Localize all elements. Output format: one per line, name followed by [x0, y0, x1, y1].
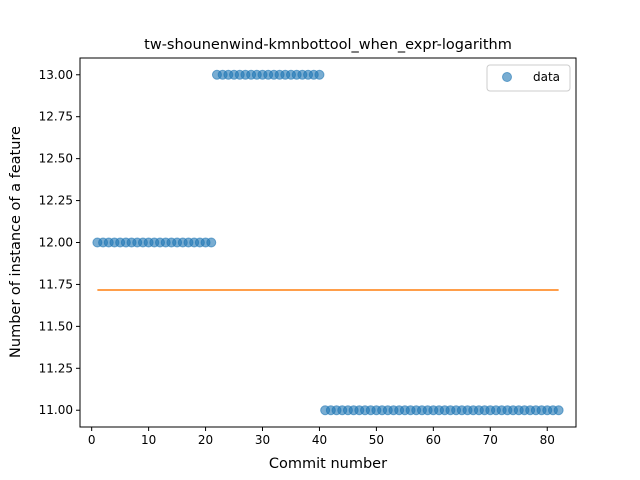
data-point [206, 237, 217, 248]
x-tick-label: 50 [369, 433, 384, 447]
data-point [553, 405, 564, 416]
legend-label-data: data [533, 70, 560, 84]
y-tick-label: 11.25 [39, 361, 73, 375]
legend: data [486, 64, 571, 92]
y-tick-label: 11.00 [39, 403, 73, 417]
chart-title: tw-shounenwind-kmnbottool_when_expr-loga… [144, 37, 512, 53]
x-tick-label: 30 [255, 433, 270, 447]
x-tick-label: 0 [88, 433, 96, 447]
x-tick-label: 10 [141, 433, 156, 447]
x-tick-label: 80 [540, 433, 555, 447]
y-tick-label: 13.00 [39, 68, 73, 82]
axes: 0 10 20 30 40 50 60 70 80 11.00 11.25 11.50 11.75 12.… [39, 57, 577, 447]
data-point [314, 69, 325, 80]
x-axis-label: Commit number [269, 456, 387, 472]
y-tick-label: 12.25 [39, 194, 73, 208]
y-tick-label: 12.50 [39, 152, 73, 166]
y-tick-label: 11.75 [39, 277, 73, 291]
x-tick-label: 60 [426, 433, 441, 447]
x-tick-label: 40 [312, 433, 327, 447]
y-tick-label: 12.75 [39, 110, 73, 124]
x-tick-label: 70 [483, 433, 498, 447]
y-tick-label: 12.00 [39, 236, 73, 250]
y-axis-label: Number of instance of a feature [8, 126, 24, 358]
legend-box [486, 64, 571, 92]
plot-area [92, 69, 564, 416]
x-tick-label: 20 [198, 433, 213, 447]
y-tick-label: 11.50 [39, 319, 73, 333]
legend-marker-data [502, 72, 512, 82]
